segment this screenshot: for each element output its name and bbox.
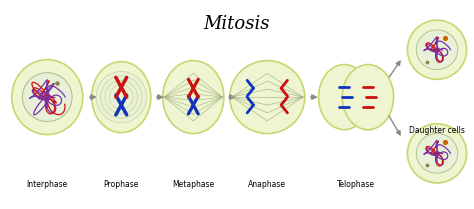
Ellipse shape — [416, 30, 458, 70]
Ellipse shape — [408, 124, 466, 183]
Text: Mitosis: Mitosis — [203, 15, 270, 33]
Ellipse shape — [230, 61, 305, 134]
Ellipse shape — [342, 65, 393, 130]
Ellipse shape — [96, 71, 146, 123]
Ellipse shape — [91, 62, 151, 133]
Text: Anaphase: Anaphase — [248, 180, 286, 189]
Ellipse shape — [163, 61, 224, 134]
Ellipse shape — [12, 60, 83, 135]
Text: Metaphase: Metaphase — [172, 180, 214, 189]
Ellipse shape — [408, 20, 466, 79]
Text: Prophase: Prophase — [104, 180, 139, 189]
Text: Telophase: Telophase — [337, 180, 375, 189]
Text: Daughter cells: Daughter cells — [409, 126, 465, 135]
Ellipse shape — [22, 73, 72, 121]
Text: Interphase: Interphase — [27, 180, 68, 189]
Ellipse shape — [416, 134, 458, 173]
Ellipse shape — [319, 65, 370, 130]
